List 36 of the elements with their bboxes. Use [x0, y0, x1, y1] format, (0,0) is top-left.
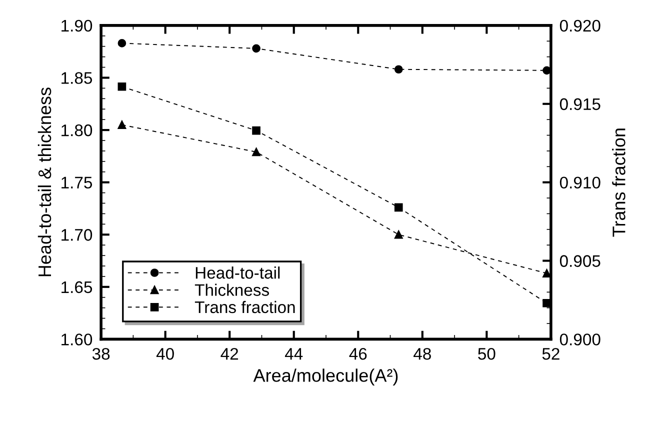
point [542, 298, 551, 308]
x-tick-label: 48 [414, 348, 431, 360]
y2-tick-label: 0.915 [560, 98, 600, 110]
y2-axis-title: Trans fraction [612, 128, 626, 237]
y-axis-title: Head-to-tail & thickness [38, 88, 52, 276]
x-tick-label: 52 [542, 348, 560, 360]
y-tick-label: 1.90 [62, 20, 92, 32]
y-tick-label: 1.85 [62, 72, 92, 84]
x-tick-label: 42 [220, 348, 238, 360]
y-tick-label: 1.60 [62, 334, 92, 346]
point [252, 44, 260, 53]
y2-tick-label: 0.910 [560, 176, 600, 189]
x-tick-label: 46 [349, 348, 367, 360]
y2-tick-label: 0.905 [560, 255, 600, 267]
y2-tick-label: 0.920 [560, 20, 600, 32]
x-axis-title: Area/molecule(A²) [253, 368, 398, 386]
y-tick-label: 1.75 [62, 176, 92, 189]
point [118, 120, 126, 129]
point [252, 126, 260, 135]
point [394, 65, 403, 74]
point [118, 82, 126, 91]
y-tick-label: 1.70 [62, 229, 92, 241]
point [394, 230, 403, 239]
y-tick-label: 1.80 [62, 124, 92, 136]
y-tick-label: 1.65 [62, 281, 92, 294]
x-tick-label: 44 [284, 348, 303, 360]
y2-tick-label: 0.900 [560, 334, 600, 346]
point [118, 39, 126, 48]
x-tick-label: 50 [478, 348, 496, 360]
point [394, 203, 403, 212]
x-tick-label: 40 [156, 348, 174, 360]
legend-label: Trans fraction [194, 300, 295, 314]
legend-label: Thickness [194, 284, 269, 296]
legend-label: Head-to-tail [196, 266, 280, 279]
x-tick-label: 38 [92, 348, 110, 360]
point [252, 148, 260, 156]
